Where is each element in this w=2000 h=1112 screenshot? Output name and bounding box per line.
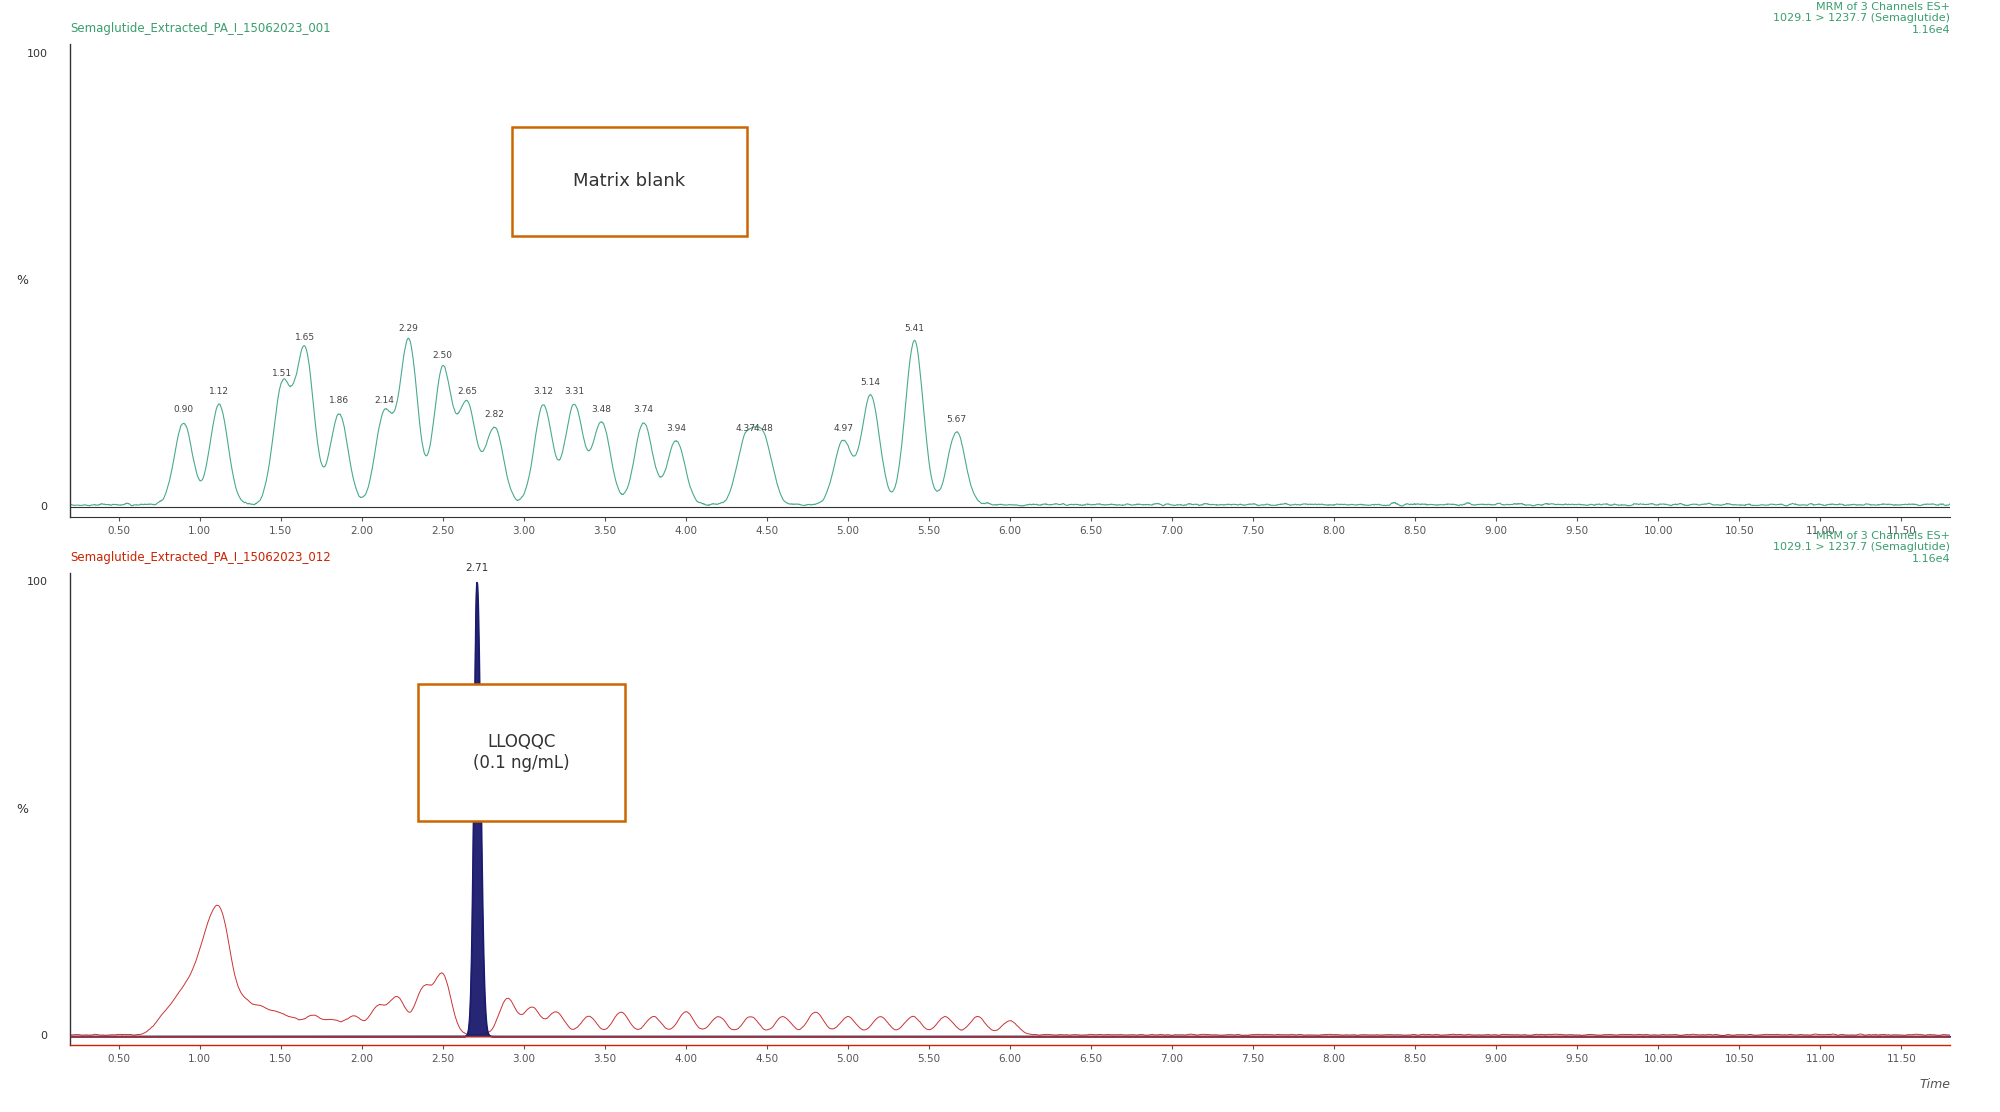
FancyBboxPatch shape (512, 127, 746, 236)
Text: 5.41: 5.41 (904, 324, 924, 332)
Text: 1.12: 1.12 (210, 387, 230, 396)
Text: 3.94: 3.94 (666, 424, 686, 433)
Text: 3.48: 3.48 (592, 406, 612, 415)
Text: %: % (16, 274, 28, 287)
Text: 3.74: 3.74 (634, 406, 654, 415)
Text: 1.86: 1.86 (328, 396, 350, 406)
Text: 100: 100 (26, 49, 48, 59)
Text: 2.65: 2.65 (458, 387, 478, 396)
Text: 4.37: 4.37 (736, 424, 756, 433)
Text: 3.12: 3.12 (534, 387, 554, 396)
Text: 0: 0 (40, 503, 48, 513)
FancyBboxPatch shape (418, 684, 624, 821)
Text: 2.29: 2.29 (398, 324, 418, 332)
Text: 2.50: 2.50 (432, 351, 452, 360)
Text: 0: 0 (40, 1031, 48, 1041)
Text: 4.48: 4.48 (754, 424, 774, 433)
Text: MRM of 3 Channels ES+
1029.1 > 1237.7 (Semaglutide)
1.16e4: MRM of 3 Channels ES+ 1029.1 > 1237.7 (S… (1774, 530, 1950, 564)
Text: 5.14: 5.14 (860, 378, 880, 387)
Text: 4.97: 4.97 (834, 424, 854, 433)
Text: 1.51: 1.51 (272, 369, 292, 378)
Text: 2.14: 2.14 (374, 396, 394, 406)
Text: %: % (16, 803, 28, 816)
Text: Time: Time (1920, 1079, 1950, 1091)
Text: 2.71: 2.71 (466, 563, 488, 573)
Text: 1.65: 1.65 (294, 332, 316, 341)
Text: Semaglutide_Extracted_PA_I_15062023_012: Semaglutide_Extracted_PA_I_15062023_012 (70, 550, 330, 564)
Text: Matrix blank: Matrix blank (574, 172, 686, 190)
Text: 0.90: 0.90 (174, 406, 194, 415)
Text: MRM of 3 Channels ES+
1029.1 > 1237.7 (Semaglutide)
1.16e4: MRM of 3 Channels ES+ 1029.1 > 1237.7 (S… (1774, 2, 1950, 36)
Text: 100: 100 (26, 577, 48, 587)
Text: Semaglutide_Extracted_PA_I_15062023_001: Semaglutide_Extracted_PA_I_15062023_001 (70, 22, 330, 36)
Text: 2.82: 2.82 (484, 410, 504, 419)
Text: LLOQQC
(0.1 ng/mL): LLOQQC (0.1 ng/mL) (472, 733, 570, 772)
Text: 3.31: 3.31 (564, 387, 584, 396)
Text: 5.67: 5.67 (946, 415, 966, 424)
